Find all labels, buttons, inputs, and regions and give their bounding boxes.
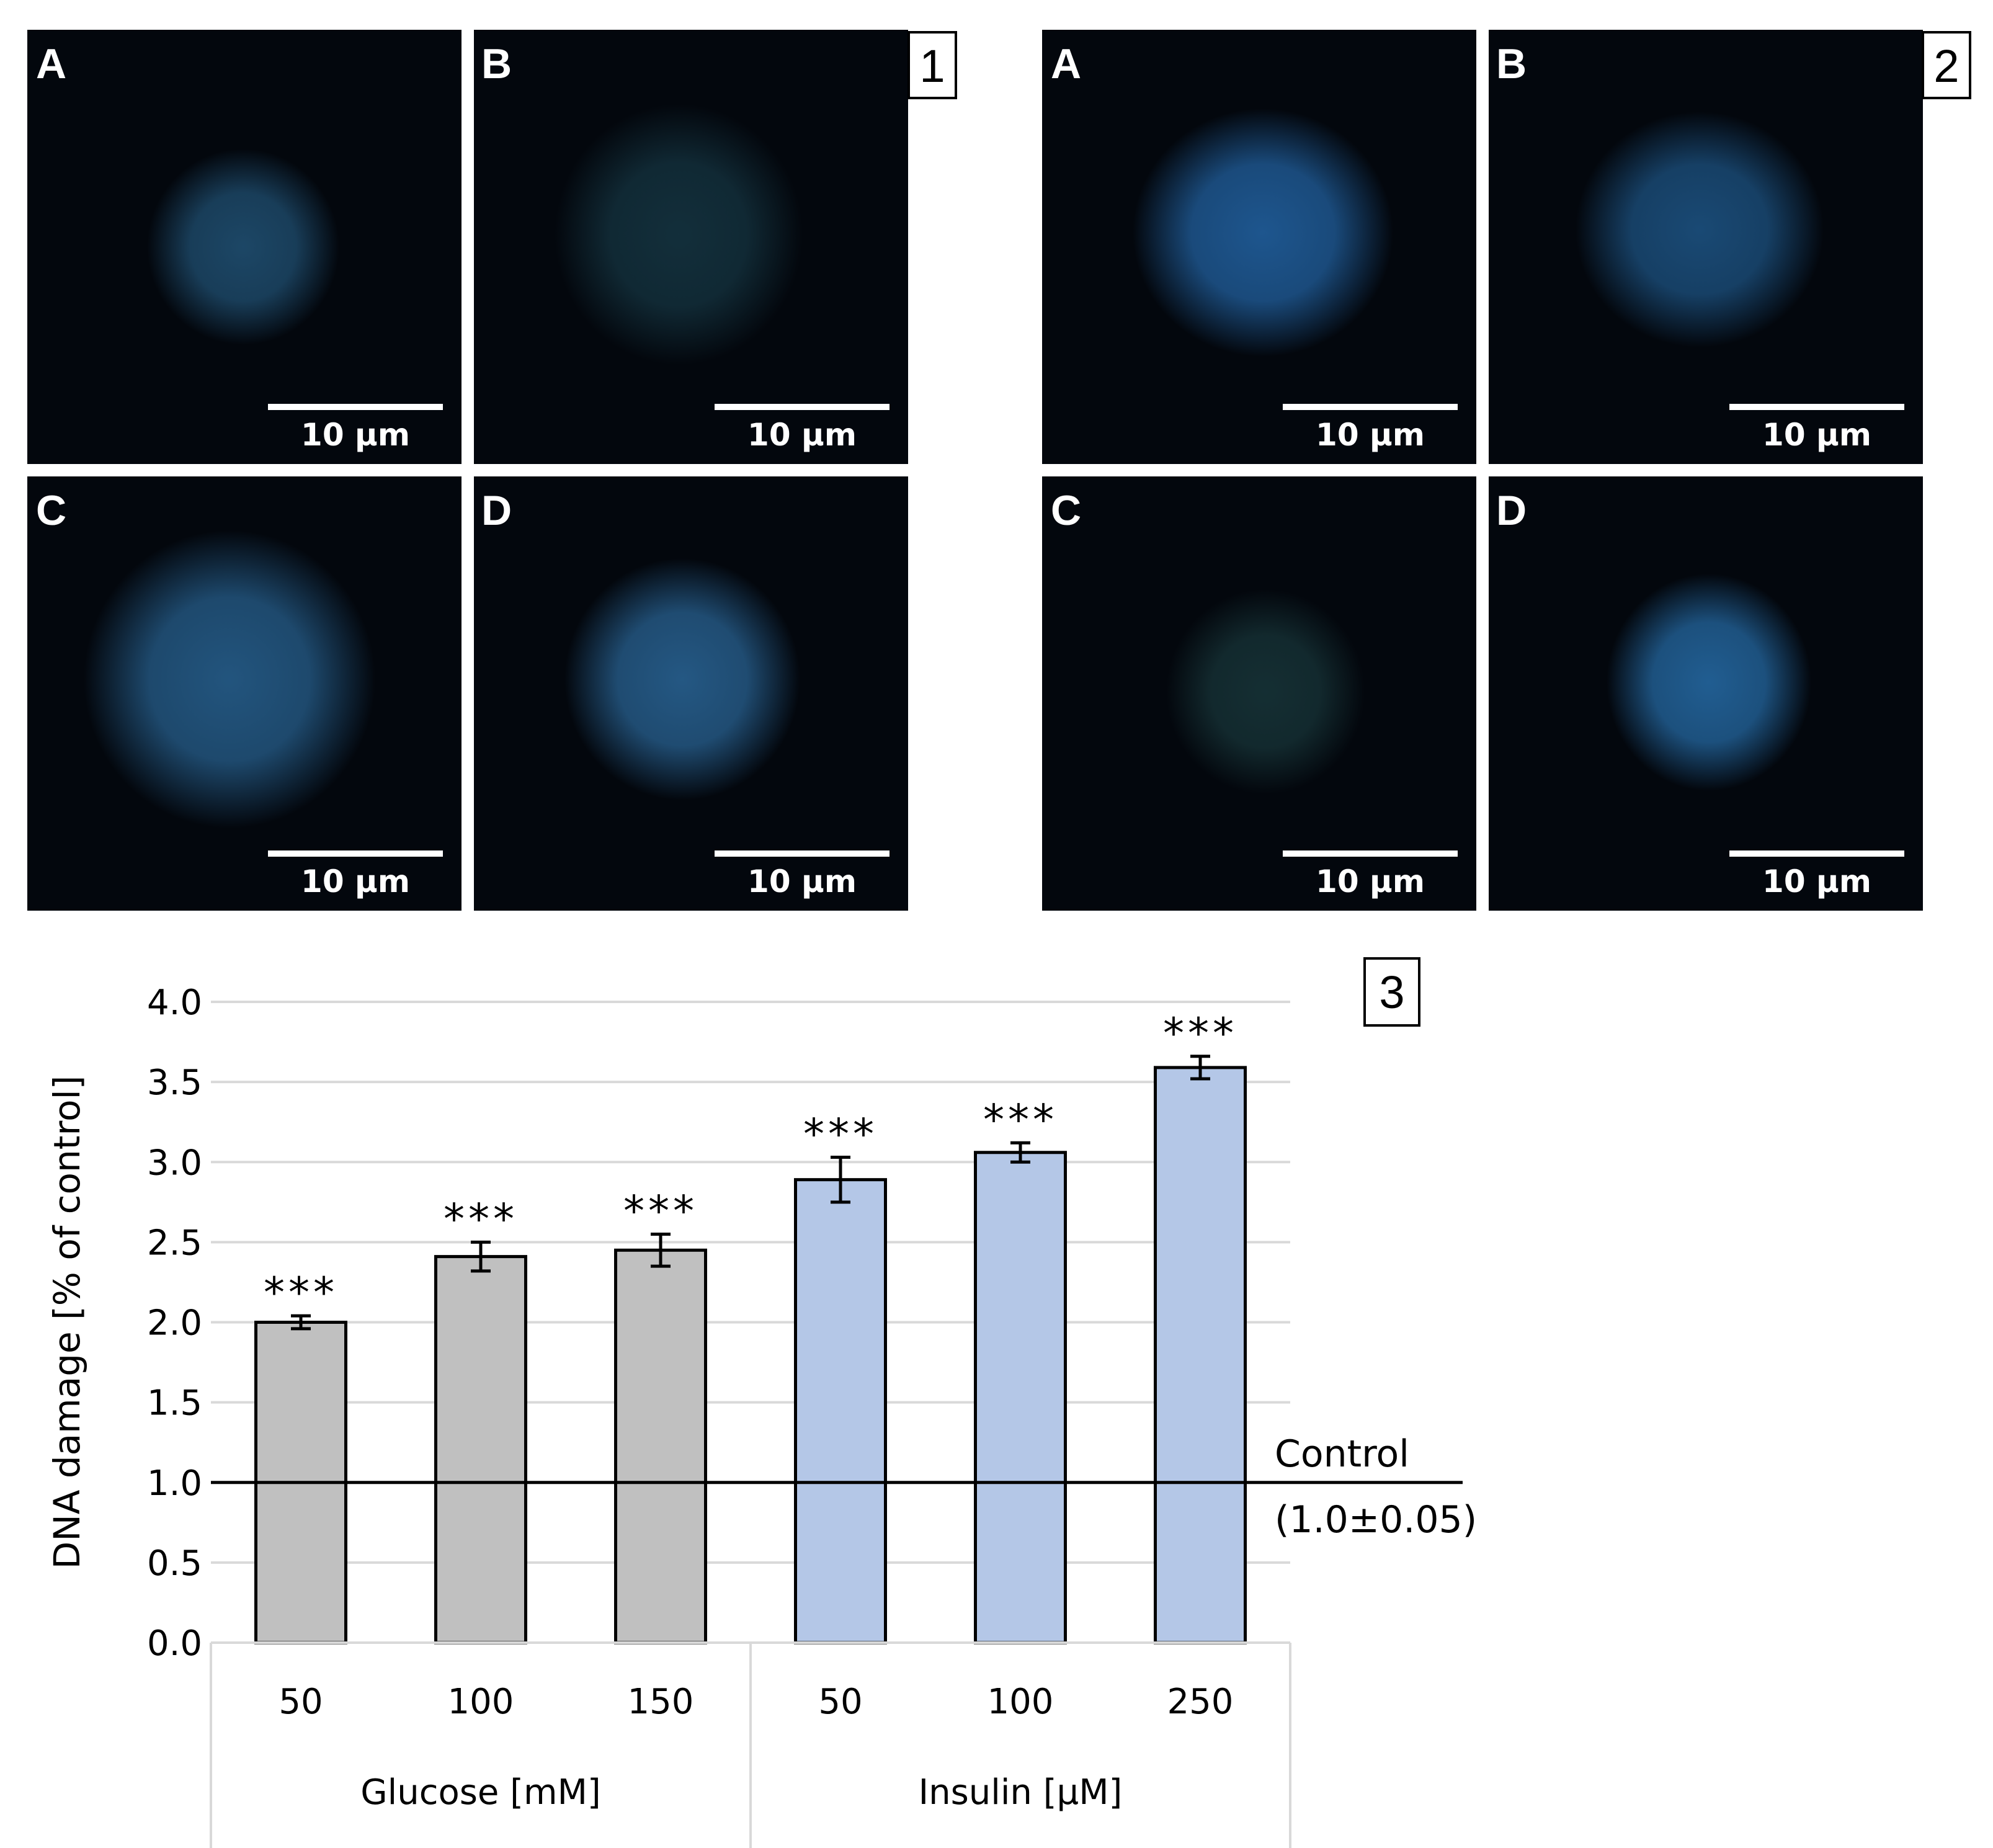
significance-labels: *** *** *** *** *** *** bbox=[264, 1009, 1237, 1318]
x-tick-label: 50 bbox=[818, 1682, 862, 1722]
x-tick-labels: 50 100 150 50 100 250 bbox=[279, 1682, 1233, 1722]
error-bar bbox=[1010, 1141, 1030, 1164]
error-bar bbox=[291, 1314, 311, 1331]
control-sublabel: (1.0±0.05) bbox=[1275, 1498, 1477, 1542]
scale-bar-label: 10 μm bbox=[1762, 417, 1871, 453]
significance-label: *** bbox=[803, 1110, 878, 1159]
bar bbox=[1154, 1066, 1247, 1645]
panel-number-box bbox=[907, 31, 957, 99]
scale-bar-label: 10 μm bbox=[747, 864, 857, 899]
micrograph-group-1: A 10 μm B 10 μm C 10 μm D 10 μm 1 bbox=[27, 30, 957, 911]
scale-bar bbox=[1283, 404, 1458, 410]
y-tick-label: 3.5 bbox=[147, 1063, 202, 1103]
x-tick-label: 100 bbox=[988, 1682, 1054, 1722]
micrograph-1d: D 10 μm bbox=[474, 476, 908, 911]
significance-label: *** bbox=[1163, 1009, 1237, 1058]
bar-chart: 3 0.0 0.5 1.0 1.5 2.0 2.5 3.0 3.5 4.0 DNA damage… bbox=[46, 957, 1477, 1848]
control-label: Control bbox=[1275, 1432, 1409, 1476]
y-tick-label: 0.0 bbox=[147, 1623, 202, 1664]
y-tick-label: 3.0 bbox=[147, 1143, 202, 1183]
y-tick-labels: 0.0 0.5 1.0 1.5 2.0 2.5 3.0 3.5 4.0 bbox=[147, 983, 202, 1664]
nucleus-blob bbox=[1576, 112, 1824, 347]
panel-letter: C bbox=[36, 487, 66, 534]
micrograph-group-2: A 10 μm B 10 μm C 10 μm D 10 μm 2 bbox=[1042, 30, 1971, 911]
significance-label: *** bbox=[623, 1187, 698, 1236]
error-bar bbox=[471, 1240, 491, 1273]
nucleus-blob bbox=[1133, 109, 1393, 357]
significance-label: *** bbox=[444, 1195, 518, 1244]
panel-letter: D bbox=[1496, 487, 1527, 534]
error-bar bbox=[831, 1156, 850, 1204]
x-tick-label: 50 bbox=[279, 1682, 323, 1722]
y-tick-label: 1.0 bbox=[147, 1463, 202, 1504]
scale-bar-label: 10 μm bbox=[301, 417, 410, 453]
nucleus-blob bbox=[564, 558, 800, 800]
y-tick-label: 0.5 bbox=[147, 1543, 202, 1584]
bar bbox=[794, 1178, 887, 1645]
scale-bar bbox=[1729, 850, 1904, 857]
micrograph-2a: A 10 μm bbox=[1042, 30, 1476, 464]
scale-bar-label: 10 μm bbox=[747, 417, 857, 453]
micrograph-2b: B 10 μm bbox=[1489, 30, 1923, 464]
scale-bar bbox=[715, 404, 889, 410]
error-bar bbox=[651, 1232, 671, 1268]
panel-letter: A bbox=[1051, 40, 1081, 87]
bar bbox=[974, 1151, 1067, 1645]
scale-bar bbox=[1729, 404, 1904, 410]
panel-number-box bbox=[1363, 957, 1420, 1027]
panel-letter: A bbox=[36, 40, 66, 87]
micrograph-2d: D 10 μm bbox=[1489, 476, 1923, 911]
panel-letter: B bbox=[481, 40, 512, 87]
panel-number: 3 bbox=[1379, 966, 1404, 1018]
nucleus-blob bbox=[1166, 589, 1365, 794]
x-group-labels: Glucose [mM] Insulin [μM] bbox=[360, 1772, 1122, 1813]
x-tick-label: 100 bbox=[448, 1682, 514, 1722]
micrograph-1c: C 10 μm bbox=[27, 476, 461, 911]
significance-label: *** bbox=[264, 1269, 338, 1318]
micrograph-1b: B 10 μm bbox=[474, 30, 908, 464]
nucleus-blob bbox=[84, 530, 375, 828]
scale-bar bbox=[268, 404, 443, 410]
panel-number-box bbox=[1922, 31, 1971, 99]
y-tick-label: 1.5 bbox=[147, 1383, 202, 1424]
x-group-label: Insulin [μM] bbox=[919, 1772, 1123, 1813]
panel-number: 1 bbox=[919, 40, 945, 92]
nucleus-blob bbox=[1607, 574, 1811, 791]
bars bbox=[254, 1066, 1247, 1645]
gridlines bbox=[211, 1001, 1290, 1564]
scale-bar bbox=[268, 850, 443, 857]
significance-label: *** bbox=[983, 1096, 1058, 1145]
y-tick-label: 4.0 bbox=[147, 983, 202, 1023]
micrograph-2c: C 10 μm bbox=[1042, 476, 1476, 911]
y-tick-label: 2.0 bbox=[147, 1303, 202, 1344]
panel-number: 2 bbox=[1933, 40, 1959, 92]
nucleus-blob bbox=[555, 104, 803, 365]
scale-bar bbox=[1283, 850, 1458, 857]
y-tick-label: 2.5 bbox=[147, 1223, 202, 1263]
scale-bar-label: 10 μm bbox=[1316, 417, 1425, 453]
scale-bar-label: 10 μm bbox=[1316, 864, 1425, 899]
bar bbox=[434, 1255, 527, 1645]
micrograph-1a: A 10 μm bbox=[27, 30, 461, 464]
panel-letter: D bbox=[481, 487, 512, 534]
error-bar bbox=[1190, 1055, 1210, 1081]
y-axis-title: DNA damage [% of control] bbox=[46, 1076, 88, 1569]
x-tick-label: 250 bbox=[1167, 1682, 1234, 1722]
panel-letter: B bbox=[1496, 40, 1527, 87]
scale-bar bbox=[715, 850, 889, 857]
bar bbox=[614, 1248, 707, 1645]
x-group-label: Glucose [mM] bbox=[360, 1772, 601, 1813]
control-reference: Control (1.0±0.05) bbox=[211, 1432, 1477, 1542]
error-bars bbox=[291, 1055, 1210, 1331]
scale-bar-label: 10 μm bbox=[1762, 864, 1871, 899]
scale-bar-label: 10 μm bbox=[301, 864, 410, 899]
x-tick-label: 150 bbox=[628, 1682, 694, 1722]
panel-letter: C bbox=[1051, 487, 1081, 534]
x-axis-table bbox=[210, 1641, 1291, 1848]
nucleus-blob bbox=[147, 149, 339, 345]
